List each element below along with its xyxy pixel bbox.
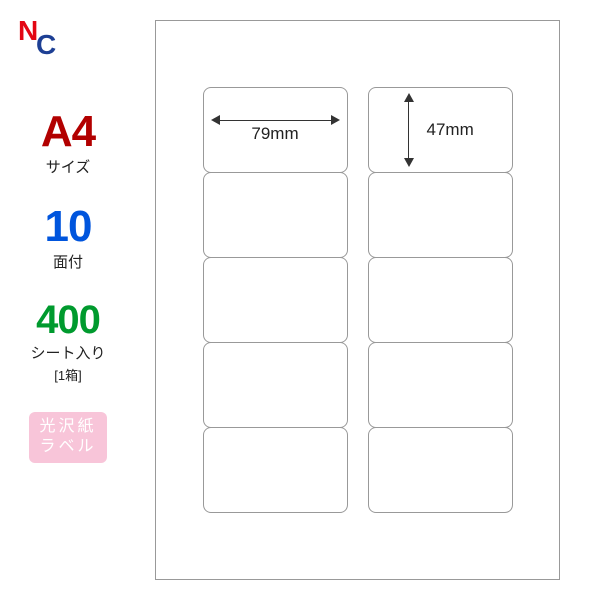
paper-type-badge: 光沢紙 ラベル bbox=[29, 412, 106, 463]
spec-sheets-value: 400 bbox=[30, 300, 105, 340]
label-column-left: 79mm bbox=[203, 87, 348, 513]
spec-sheets-note: [1箱] bbox=[30, 365, 105, 384]
label-cell bbox=[203, 342, 348, 428]
width-dimension: 79mm bbox=[204, 110, 347, 130]
logo-letter-c: C bbox=[36, 29, 56, 59]
spec-sheets-label: シート入り bbox=[30, 342, 105, 363]
width-value: 79mm bbox=[247, 124, 302, 144]
label-cell bbox=[203, 427, 348, 513]
arrow-left-icon bbox=[211, 115, 220, 125]
spec-faces-label: 面付 bbox=[45, 251, 92, 272]
label-cell bbox=[203, 257, 348, 343]
label-cell bbox=[368, 172, 513, 258]
badge-line1: 光沢紙 bbox=[39, 417, 96, 437]
label-cell bbox=[368, 257, 513, 343]
label-cell: 47mm bbox=[368, 87, 513, 173]
brand-logo: N C bbox=[14, 14, 64, 59]
sheet-diagram: 79mm 47mm bbox=[155, 20, 560, 580]
arrow-down-icon bbox=[404, 158, 414, 167]
spec-faces: 10 面付 bbox=[45, 205, 92, 272]
badge-line2: ラベル bbox=[39, 437, 96, 457]
spec-sheets: 400 シート入り [1箱] bbox=[30, 300, 105, 384]
spec-faces-value: 10 bbox=[45, 205, 92, 249]
label-cell bbox=[368, 342, 513, 428]
label-cell bbox=[368, 427, 513, 513]
spec-size: A4 サイズ bbox=[41, 110, 95, 177]
spec-size-label: サイズ bbox=[41, 156, 95, 177]
label-column-right: 47mm bbox=[368, 87, 513, 513]
height-value: 47mm bbox=[427, 118, 474, 142]
spec-size-value: A4 bbox=[41, 110, 95, 154]
arrow-right-icon bbox=[331, 115, 340, 125]
label-cell: 79mm bbox=[203, 87, 348, 173]
spec-sidebar: A4 サイズ 10 面付 400 シート入り [1箱] 光沢紙 ラベル bbox=[18, 110, 118, 463]
arrow-up-icon bbox=[404, 93, 414, 102]
label-cell bbox=[203, 172, 348, 258]
